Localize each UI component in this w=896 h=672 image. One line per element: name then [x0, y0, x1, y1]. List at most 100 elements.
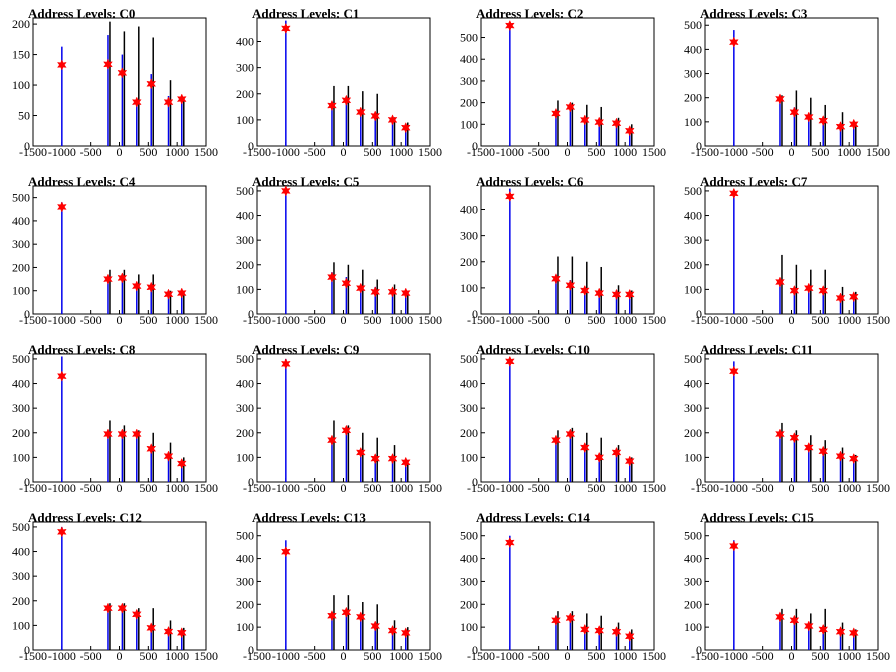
x-tick-label: 1000 — [613, 145, 637, 159]
x-tick-label: 0 — [789, 313, 795, 327]
chart-panel: 0 100 200 300 400 500 -1500 -1000 -500 0 500 1000 15… — [448, 0, 672, 168]
x-tick-label: -1500 — [467, 481, 495, 495]
x-tick-label: 0 — [117, 649, 123, 663]
x-tick-label: 1500 — [642, 145, 666, 159]
x-tick-label: 1000 — [389, 313, 413, 327]
x-tick-label: -1000 — [720, 145, 748, 159]
chart-svg: 0 100 200 300 400 500 -1500 -1000 -500 0 500 1000 15… — [12, 185, 218, 327]
star-marker — [835, 626, 846, 638]
chart-svg: 0 100 200 300 400 -1500 -1000 -500 0 500 1000 1500 — [460, 185, 666, 327]
y-tick-label: 400 — [684, 209, 702, 223]
star-marker — [163, 96, 174, 108]
star-marker — [176, 457, 187, 470]
star-marker — [56, 526, 67, 538]
y-tick-label: 100 — [236, 282, 254, 296]
plot-frame — [704, 17, 879, 147]
chart-title: Address Levels: C14 — [476, 510, 590, 525]
star-marker — [176, 627, 187, 639]
chart-title: Address Levels: C15 — [700, 510, 814, 525]
y-tick-label: 400 — [684, 377, 702, 391]
y-tick-label: 200 — [460, 255, 478, 269]
chart-title: Address Levels: C7 — [700, 174, 808, 189]
chart-panel: 0 100 200 300 400 -1500 -1000 -500 0 500 1000 1500 A… — [448, 168, 672, 336]
x-tick-label: -500 — [528, 649, 550, 663]
star-marker — [594, 116, 605, 128]
x-tick-label: -500 — [752, 313, 774, 327]
star-marker — [355, 106, 366, 118]
star-marker — [56, 201, 67, 213]
x-tick-label: 0 — [789, 481, 795, 495]
star-marker — [370, 453, 381, 465]
y-tick-label: 300 — [460, 574, 478, 588]
x-tick-label: 1000 — [165, 145, 189, 159]
y-tick-label: 500 — [12, 520, 30, 534]
chart-panel: 0 100 200 300 400 -1500 -1000 -500 0 500 1000 1500 A… — [224, 0, 448, 168]
y-tick-label: 500 — [460, 529, 478, 543]
star-marker — [848, 453, 859, 465]
x-tick-label: 1500 — [418, 649, 442, 663]
x-tick-label: -500 — [80, 313, 102, 327]
x-tick-label: -1000 — [48, 481, 76, 495]
star-marker — [565, 101, 576, 113]
y-tick-label: 100 — [460, 281, 478, 295]
x-tick-label: 500 — [363, 481, 381, 495]
x-tick-label: -1500 — [691, 649, 719, 663]
y-tick-label: 100 — [684, 282, 702, 296]
chart-svg: 0 100 200 300 400 -1500 -1000 -500 0 500 1000 1500 — [236, 17, 442, 159]
star-marker — [848, 118, 859, 130]
chart-panel: 0 100 200 300 400 500 -1500 -1000 -500 0 500 1000 15… — [448, 336, 672, 504]
chart-title: Address Levels: C1 — [252, 6, 360, 21]
chart-title: Address Levels: C2 — [476, 6, 584, 21]
chart-svg: 0 100 200 300 400 500 -1500 -1000 -500 0 500 1000 15… — [236, 352, 442, 495]
y-tick-label: 0 — [24, 643, 30, 657]
star-marker — [103, 602, 113, 614]
y-tick-label: 300 — [236, 233, 254, 247]
y-tick-label: 300 — [236, 61, 254, 75]
x-tick-label: -500 — [528, 481, 550, 495]
y-tick-label: 400 — [460, 552, 478, 566]
y-tick-label: 500 — [460, 31, 478, 45]
star-marker — [327, 434, 337, 446]
star-marker — [579, 114, 590, 126]
x-tick-label: -1500 — [19, 481, 47, 495]
star-marker — [775, 93, 785, 105]
x-tick-label: -1000 — [272, 313, 300, 327]
star-marker — [818, 445, 829, 457]
y-tick-label: 200 — [460, 597, 478, 611]
chart-svg: 0 100 200 300 400 500 -1500 -1000 -500 0 500 1000 15… — [12, 352, 218, 495]
x-tick-label: 500 — [811, 145, 829, 159]
x-tick-label: 1500 — [194, 649, 218, 663]
y-tick-label: 200 — [12, 260, 30, 274]
x-tick-label: 1500 — [194, 313, 218, 327]
x-tick-label: 500 — [139, 145, 157, 159]
y-tick-label: 0 — [24, 475, 30, 489]
y-tick-label: 100 — [684, 115, 702, 129]
y-tick-label: 400 — [460, 377, 478, 391]
star-marker — [803, 111, 814, 123]
star-marker — [131, 428, 142, 440]
star-marker — [789, 614, 800, 626]
y-tick-label: 300 — [12, 401, 30, 415]
star-marker — [355, 446, 366, 459]
star-marker — [728, 540, 739, 552]
y-tick-label: 200 — [12, 17, 30, 31]
y-tick-label: 400 — [12, 377, 30, 391]
x-tick-label: 500 — [811, 481, 829, 495]
y-tick-label: 500 — [236, 184, 254, 198]
y-tick-label: 500 — [684, 352, 702, 366]
star-marker — [504, 536, 515, 549]
star-marker — [280, 358, 291, 370]
chart-title: Address Levels: C8 — [28, 342, 136, 357]
chart-panel: 0 100 200 300 400 500 -1500 -1000 -500 0 500 1000 15… — [0, 336, 224, 504]
star-marker — [835, 121, 846, 133]
x-tick-label: 1000 — [165, 481, 189, 495]
x-tick-label: 0 — [789, 145, 795, 159]
x-tick-label: -1500 — [691, 481, 719, 495]
y-tick-label: 200 — [460, 426, 478, 440]
chart-svg: 0 100 200 300 400 500 -1500 -1000 -500 0 500 1000 15… — [236, 184, 442, 327]
y-tick-label: 0 — [472, 643, 478, 657]
x-tick-label: 1500 — [418, 481, 442, 495]
star-marker — [818, 285, 829, 297]
y-tick-label: 200 — [236, 258, 254, 272]
chart-title: Address Levels: C12 — [28, 510, 142, 525]
